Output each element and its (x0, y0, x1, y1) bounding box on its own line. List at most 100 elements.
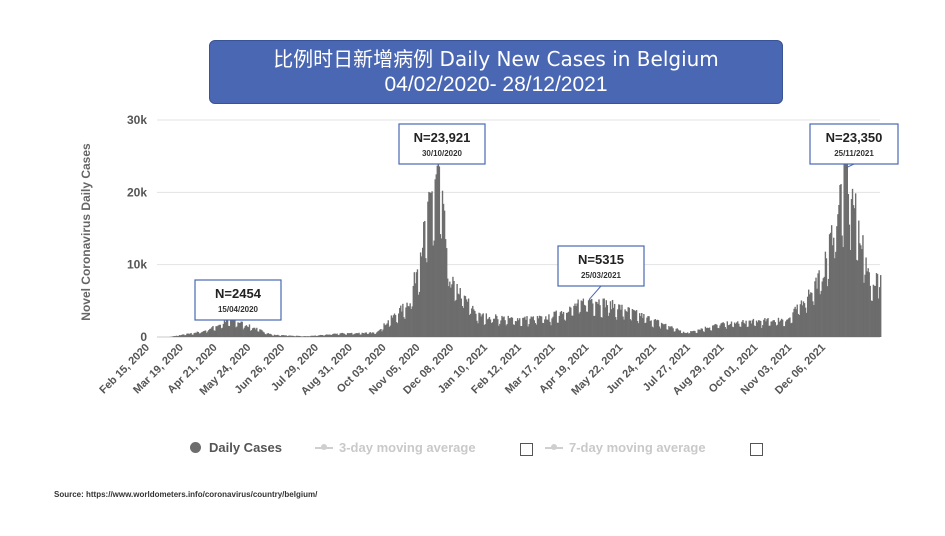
daily-case-bar (626, 311, 628, 337)
daily-case-bar (722, 322, 724, 337)
daily-case-bar (751, 320, 754, 337)
daily-case-bar (651, 326, 653, 337)
daily-case-bar (797, 313, 799, 337)
daily-case-bar (187, 333, 189, 337)
daily-case-bar (177, 335, 180, 337)
daily-case-bar (525, 319, 527, 337)
daily-case-bar (550, 325, 552, 337)
daily-case-bar (312, 335, 314, 337)
daily-case-bar (496, 315, 498, 337)
daily-case-bar (230, 319, 232, 337)
daily-case-bar (437, 152, 440, 337)
daily-case-bar (709, 330, 712, 337)
daily-case-bar (806, 296, 809, 337)
daily-case-bar (721, 322, 723, 337)
daily-case-bar (501, 315, 503, 337)
peak-annotations: N=2454 15/04/2020 N=23,921 30/10/2020 N=5315… (194, 123, 899, 321)
daily-case-bar (246, 326, 249, 337)
daily-case-bar (359, 334, 361, 337)
checkbox-3day-average[interactable] (520, 443, 533, 456)
daily-case-bar (457, 293, 459, 337)
daily-case-bar (644, 323, 646, 337)
daily-case-bar (740, 326, 742, 337)
daily-case-bar (466, 301, 469, 337)
daily-case-bar (356, 333, 358, 337)
daily-case-bar (706, 327, 709, 337)
daily-case-bar (453, 281, 455, 337)
daily-case-bar (303, 336, 305, 337)
daily-case-bar (699, 329, 701, 337)
legend-item-7day-average[interactable]: 7-day moving average (545, 440, 706, 455)
daily-case-bar (366, 333, 369, 337)
daily-case-bar (594, 315, 596, 337)
daily-case-bar (491, 322, 494, 337)
daily-case-bar (355, 333, 357, 337)
daily-case-bar (386, 323, 388, 337)
daily-case-bar (799, 304, 802, 337)
daily-case-bar (171, 336, 173, 337)
daily-case-bar (539, 316, 542, 337)
daily-case-bar (531, 317, 533, 337)
daily-case-bar (385, 324, 387, 337)
daily-case-bar (739, 326, 741, 337)
daily-case-bar (689, 333, 691, 337)
daily-case-bar (533, 320, 536, 337)
daily-case-bar (622, 316, 624, 337)
daily-case-bar (595, 301, 597, 337)
daily-case-bar (375, 333, 377, 337)
daily-case-bar (472, 305, 474, 337)
daily-case-bar (315, 335, 317, 337)
daily-case-bar (671, 326, 673, 337)
daily-case-bar (181, 334, 183, 337)
daily-case-bar (588, 298, 591, 337)
daily-case-bar (197, 332, 200, 337)
daily-case-bar (746, 327, 748, 337)
daily-case-bar (258, 331, 260, 337)
daily-case-bar (578, 313, 580, 337)
daily-case-bar (429, 192, 431, 337)
daily-case-bar (443, 210, 446, 337)
daily-case-bar (467, 298, 470, 337)
daily-case-bar (798, 315, 801, 337)
daily-case-bar (561, 313, 564, 337)
daily-case-bar (208, 330, 210, 337)
daily-case-bar (599, 305, 601, 337)
checkbox-7day-average[interactable] (750, 443, 763, 456)
daily-case-bar (390, 315, 393, 337)
daily-case-bar (865, 257, 867, 337)
daily-case-bar (335, 334, 337, 337)
daily-case-bar (459, 288, 461, 337)
daily-case-bar (327, 334, 329, 337)
daily-case-bar (216, 326, 218, 337)
daily-case-bar (388, 326, 390, 337)
daily-case-bar (295, 335, 298, 337)
daily-case-bar (196, 331, 199, 337)
daily-case-bar (504, 320, 506, 337)
daily-case-bar (324, 334, 327, 337)
daily-case-bar (344, 334, 347, 337)
daily-case-bar (587, 300, 590, 337)
daily-case-bar (858, 220, 860, 337)
daily-case-bar (666, 329, 668, 337)
daily-case-bar (820, 290, 822, 337)
legend-item-3day-average[interactable]: 3-day moving average (315, 440, 476, 455)
annotation-box (809, 123, 899, 165)
daily-case-bar (405, 307, 407, 337)
daily-case-bar (445, 248, 448, 337)
daily-case-bar (270, 334, 273, 337)
daily-case-bar (234, 319, 236, 337)
daily-case-bar (263, 332, 265, 337)
y-tick-label: 0 (140, 330, 147, 344)
legend-item-daily-cases[interactable]: Daily Cases (190, 440, 282, 455)
daily-case-bar (679, 330, 682, 337)
daily-case-bar (476, 320, 478, 337)
daily-case-bar (269, 333, 272, 337)
daily-case-bar (641, 313, 643, 337)
daily-case-bar (408, 306, 410, 337)
annotation-value: N=23,921 (414, 130, 471, 145)
daily-case-bar (489, 319, 492, 337)
daily-case-bar (532, 316, 534, 337)
daily-case-bar (353, 334, 355, 337)
daily-case-bar (769, 325, 771, 337)
daily-case-bar (815, 277, 817, 337)
